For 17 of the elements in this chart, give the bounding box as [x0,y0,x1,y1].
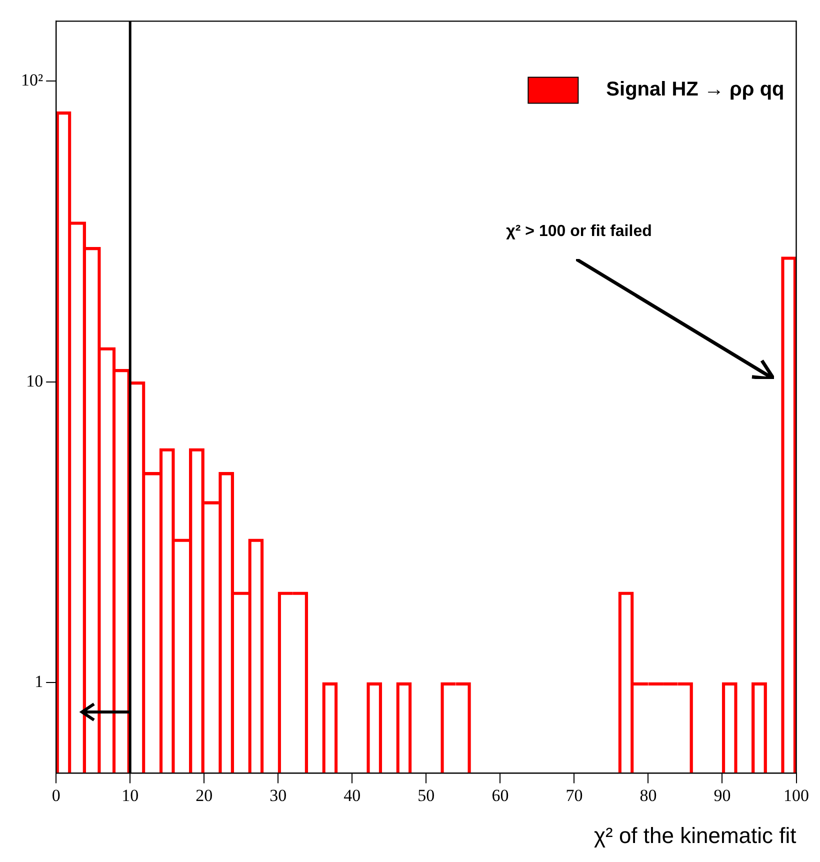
x-tick-label: 70 [566,786,583,805]
y-tick-label: 10² [20,70,44,90]
x-tick-label: 100 [784,786,809,805]
x-tick-label: 60 [492,786,509,805]
x-tick-label: 90 [714,786,731,805]
x-tick-label: 20 [196,786,213,805]
y-tick-label: 1 [34,672,44,692]
legend-label: Signal HZ → ρρ qq [606,78,784,101]
x-axis-title: χ² of the kinematic fit [594,822,796,848]
x-tick-label: 80 [640,786,657,805]
x-tick-label: 0 [52,786,60,805]
y-tick-label: 10 [26,371,44,390]
annotation: χ² > 100 or fit failed [506,223,652,240]
x-tick-label: 50 [418,786,435,805]
x-tick-label: 30 [270,786,287,805]
x-tick-label: 10 [122,786,139,805]
x-tick-label: 40 [344,786,361,805]
